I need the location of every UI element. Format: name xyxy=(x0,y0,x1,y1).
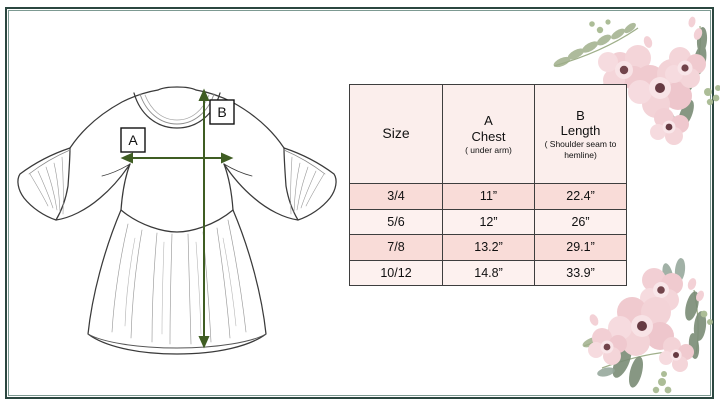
cell-length: 29.1” xyxy=(534,234,627,261)
cell-chest: 14.8” xyxy=(442,259,535,286)
header-chest-label: Chest xyxy=(471,128,506,144)
cell-size: 10/12 xyxy=(349,259,443,286)
skirt-outline xyxy=(87,209,267,355)
right-cuff-to-body xyxy=(223,163,299,221)
neckline-inner-1 xyxy=(139,93,215,125)
measure-label-b-box: B xyxy=(209,99,235,125)
bodice-left xyxy=(120,163,131,211)
cell-length: 33.9” xyxy=(534,259,627,286)
header-length-code: B xyxy=(576,107,585,123)
cell-length: 22.4” xyxy=(534,183,627,210)
header-cell-size: Size xyxy=(349,84,443,184)
header-cell-length: B Length ( Shoulder seam to hemline) xyxy=(534,84,627,184)
neckline-inner-2 xyxy=(144,94,210,121)
left-cuff-to-body xyxy=(55,163,131,221)
measure-arrow-b xyxy=(198,88,210,349)
measure-label-b: B xyxy=(217,104,226,120)
right-sleeve-top xyxy=(195,89,285,149)
left-cuff-outline xyxy=(17,147,71,221)
cell-size: 3/4 xyxy=(349,183,443,210)
cell-length: 26” xyxy=(534,208,627,235)
flower-petals xyxy=(588,328,627,365)
flower-petals xyxy=(628,59,692,118)
flower-petals xyxy=(640,268,683,311)
header-cell-chest: A Chest ( under arm) xyxy=(442,84,535,184)
left-sleeve-top xyxy=(69,89,159,149)
header-chest-sublabel: ( under arm) xyxy=(465,144,512,155)
flower-petals xyxy=(608,297,674,356)
measure-label-a-box: A xyxy=(120,127,146,153)
size-chart-table: Size A Chest ( under arm) B Length ( Sho… xyxy=(349,84,627,286)
measure-label-a: A xyxy=(128,132,138,148)
flower-petals xyxy=(665,47,706,88)
cell-size: 7/8 xyxy=(349,234,443,261)
measure-arrow-a xyxy=(120,152,234,164)
bodice-right xyxy=(223,163,234,211)
cell-chest: 13.2” xyxy=(442,234,535,261)
waistline-seam xyxy=(120,209,234,233)
table-row: 10/12 14.8” 33.9” xyxy=(349,259,627,286)
header-chest-code: A xyxy=(484,112,493,128)
cell-chest: 11” xyxy=(442,183,535,210)
table-row: 7/8 13.2” 29.1” xyxy=(349,234,627,261)
table-row: 5/6 12” 26” xyxy=(349,208,627,235)
header-length-label: Length xyxy=(560,123,601,139)
table-row: 3/4 11” 22.4” xyxy=(349,183,627,210)
dress-illustration: A B xyxy=(12,58,342,368)
flower-petals xyxy=(650,108,689,145)
header-size-label: Size xyxy=(382,125,410,142)
right-cuff-outline xyxy=(283,147,337,221)
hemline xyxy=(87,333,267,349)
table-header-row: Size A Chest ( under arm) B Length ( Sho… xyxy=(349,84,627,184)
cell-chest: 12” xyxy=(442,208,535,235)
header-length-sublabel: ( Shoulder seam to hemline) xyxy=(544,139,617,160)
flower-petals xyxy=(659,337,694,372)
cell-size: 5/6 xyxy=(349,208,443,235)
shoulder-line xyxy=(157,86,197,91)
